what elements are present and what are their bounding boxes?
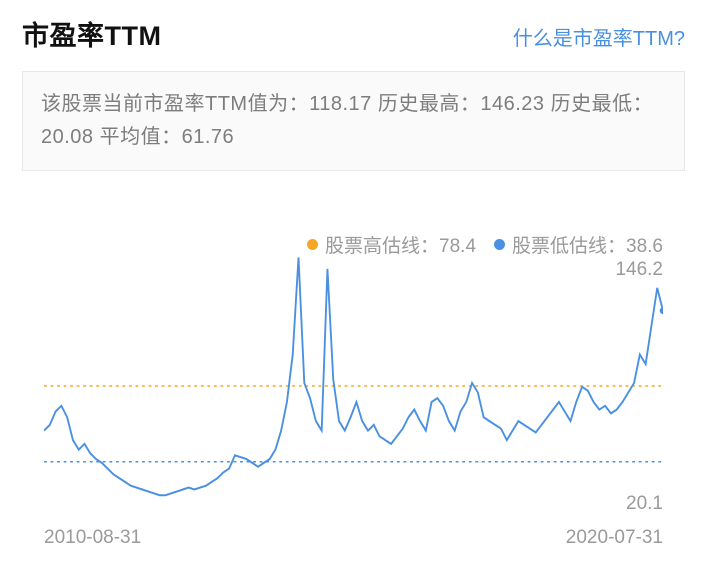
legend-dot-high-icon: [307, 239, 318, 250]
legend-high-label: 股票高估线：78.4: [325, 231, 476, 258]
y-axis-min-label: 20.1: [626, 493, 663, 515]
help-link[interactable]: 什么是市盈率TTM?: [513, 22, 685, 51]
summary-text: 该股票当前市盈率TTM值为：118.17 历史最高：146.23 历史最低：20…: [41, 93, 653, 148]
legend-high: 股票高估线：78.4: [307, 231, 476, 258]
chart-legend: 股票高估线：78.4 股票低估线：38.6: [307, 231, 663, 258]
summary-box: 该股票当前市盈率TTM值为：118.17 历史最高：146.23 历史最低：20…: [22, 71, 685, 171]
x-axis-start-label: 2010-08-31: [44, 527, 141, 549]
page-title: 市盈率TTM: [22, 14, 161, 53]
x-axis-end-label: 2020-07-31: [566, 527, 663, 549]
pe-line: [44, 257, 663, 495]
x-axis-labels: 2010-08-31 2020-07-31: [44, 527, 663, 549]
last-point-marker: [660, 307, 663, 314]
legend-low: 股票低估线：38.6: [494, 231, 663, 258]
chart-area: 股票高估线：78.4 股票低估线：38.6 146.2 20.1 2010-08…: [22, 249, 685, 549]
header: 市盈率TTM 什么是市盈率TTM?: [22, 14, 685, 53]
legend-dot-low-icon: [494, 239, 505, 250]
legend-low-label: 股票低估线：38.6: [512, 231, 663, 258]
container: 市盈率TTM 什么是市盈率TTM? 该股票当前市盈率TTM值为：118.17 历…: [0, 0, 707, 549]
line-chart: [44, 257, 663, 497]
